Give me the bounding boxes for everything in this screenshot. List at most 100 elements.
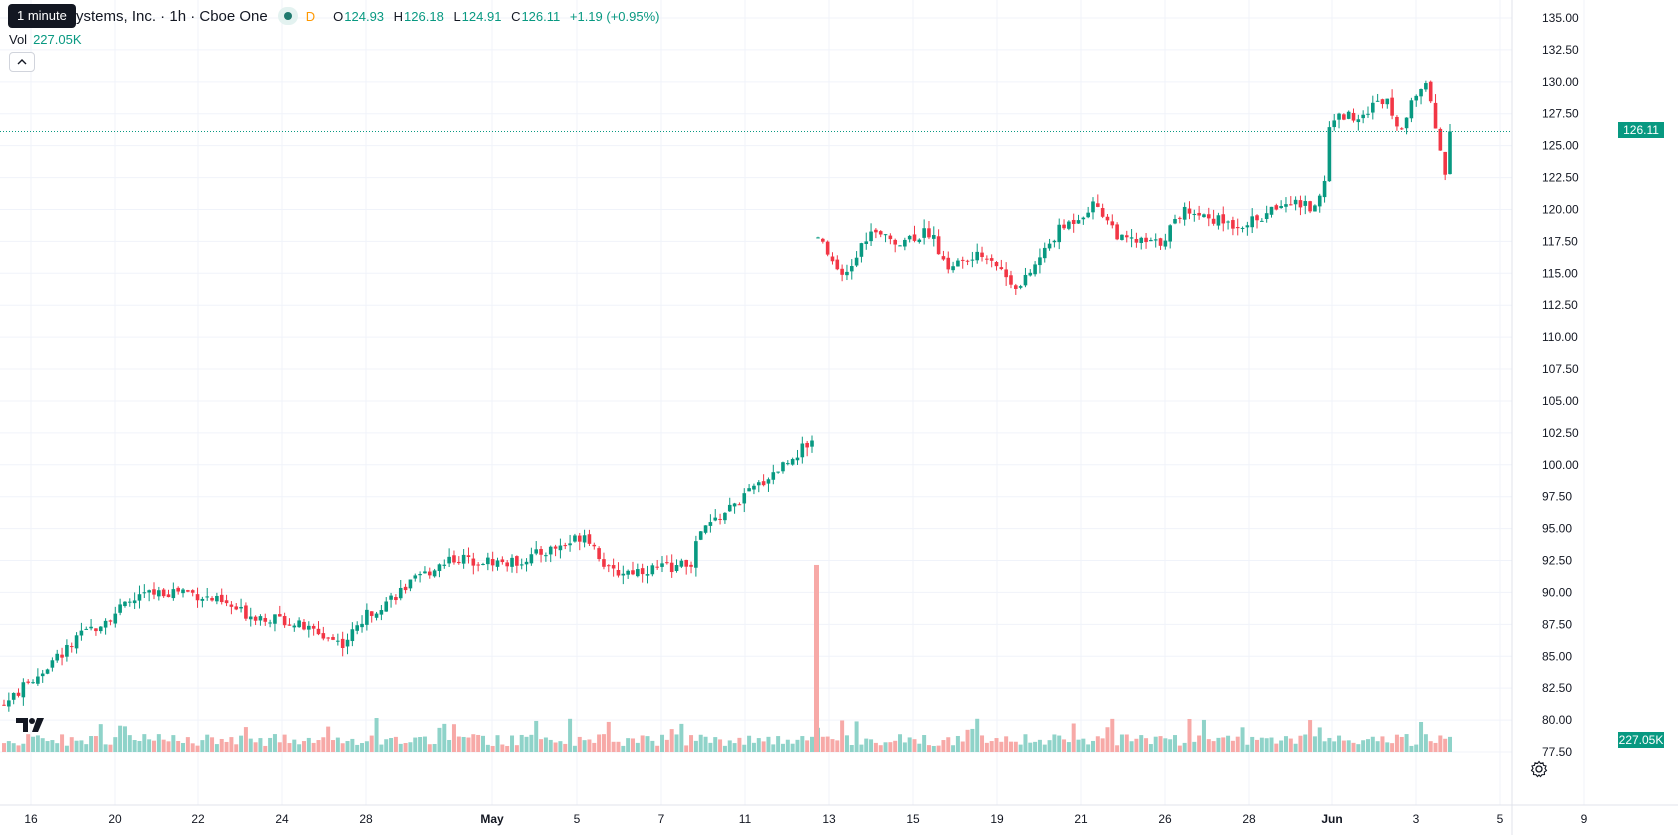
candle-body <box>253 616 258 621</box>
volume-bar <box>316 740 321 752</box>
candle-body <box>985 258 989 260</box>
y-tick-label: 122.50 <box>1542 171 1579 185</box>
volume-bar <box>1076 739 1081 752</box>
candle-body <box>597 548 601 560</box>
volume-bar <box>113 737 118 752</box>
candle-body <box>1288 204 1293 206</box>
volume-bar <box>1269 737 1274 752</box>
x-tick-label: 20 <box>108 812 122 826</box>
volume-bar <box>437 727 442 752</box>
volume-bar <box>132 740 137 752</box>
candle-body <box>1443 151 1447 175</box>
candle-body <box>1018 286 1023 288</box>
volume-bar <box>878 745 883 752</box>
candle-body <box>1269 206 1274 215</box>
volume-bar <box>1033 741 1038 752</box>
collapse-legend-button[interactable] <box>9 52 35 72</box>
volume-bar <box>258 738 263 752</box>
x-tick-label: 13 <box>822 812 836 826</box>
y-tick-label: 100.00 <box>1542 458 1579 472</box>
x-tick-label: 11 <box>739 812 752 826</box>
candle-body <box>36 676 40 684</box>
volume-bar <box>1380 736 1385 752</box>
candle-body <box>941 256 946 260</box>
candle-body <box>394 597 398 601</box>
volume-bar <box>103 744 108 752</box>
candle-body <box>970 259 975 261</box>
y-tick-label: 127.50 <box>1542 107 1579 121</box>
candle-body <box>544 555 548 557</box>
candle-body <box>147 590 151 593</box>
volume-bar <box>1409 745 1414 752</box>
volume-bar <box>684 745 689 752</box>
volume-bar <box>171 735 176 752</box>
volume-bar <box>514 745 519 752</box>
volume-bar <box>301 741 306 752</box>
market-status-badge[interactable] <box>277 7 298 25</box>
volume-bar <box>577 736 582 752</box>
volume-bar <box>214 744 219 752</box>
candle-body <box>1226 221 1230 223</box>
volume-bar <box>1047 740 1052 752</box>
volume-bar <box>456 736 461 752</box>
settings-icon[interactable] <box>1530 760 1548 778</box>
candle-body <box>771 472 776 480</box>
chevron-up-icon <box>17 59 27 65</box>
candle-body <box>1144 237 1148 243</box>
candle-body <box>1371 102 1375 113</box>
volume-bar <box>703 736 708 752</box>
candle-body <box>689 564 693 567</box>
volume-bar <box>79 740 84 752</box>
candle-body <box>1062 224 1066 229</box>
volume-bar <box>766 736 771 752</box>
volume-bar <box>471 734 476 752</box>
candle-body <box>326 637 330 639</box>
candle-body <box>898 245 902 247</box>
tradingview-logo-icon[interactable] <box>14 714 46 736</box>
candle-body <box>321 633 326 639</box>
volume-bar <box>1173 735 1178 752</box>
candle-body <box>142 592 147 594</box>
candle-body <box>1038 257 1042 266</box>
candle-body <box>495 560 500 567</box>
market-status-dot-icon <box>283 12 292 20</box>
x-tick-label: 5 <box>574 812 581 826</box>
volume-bar <box>713 737 718 752</box>
volume-bar <box>1375 741 1380 752</box>
y-tick-label: 92.50 <box>1542 554 1572 568</box>
x-tick-label: 24 <box>275 812 289 826</box>
candle-body <box>389 595 393 600</box>
volume-bar <box>1264 738 1269 752</box>
candle-body <box>205 596 210 598</box>
candle-body <box>854 257 859 266</box>
candle-body <box>1438 128 1443 151</box>
volume-bar <box>137 741 142 752</box>
volume-bar <box>161 739 166 752</box>
candle-body <box>821 238 825 242</box>
candle-body <box>1168 225 1172 242</box>
volume-bar <box>461 736 466 752</box>
volume-bar <box>190 743 195 752</box>
candle-body <box>65 644 69 657</box>
delayed-flag[interactable]: D <box>305 8 316 24</box>
symbol-title[interactable]: ystems, Inc. · 1h · Cboe One <box>76 7 268 25</box>
volume-bar <box>1356 744 1361 752</box>
volume-bar <box>1308 720 1313 752</box>
candle-body <box>1332 120 1337 128</box>
candle-body <box>1153 239 1158 241</box>
candle-body <box>1414 95 1419 101</box>
volume-bar <box>859 744 864 752</box>
candle-body <box>413 575 418 579</box>
candle-body <box>1361 114 1365 119</box>
volume-bar <box>1394 734 1399 752</box>
candle-body <box>1433 102 1438 129</box>
volume-bar <box>534 720 539 752</box>
volume-bar <box>1100 738 1105 752</box>
candle-body <box>859 243 864 257</box>
candle-body <box>1105 216 1110 221</box>
candle-body <box>1202 214 1206 218</box>
volume-legend[interactable]: Vol 227.05K <box>9 32 82 47</box>
candle-body <box>374 613 379 618</box>
volume-bar <box>200 740 205 752</box>
